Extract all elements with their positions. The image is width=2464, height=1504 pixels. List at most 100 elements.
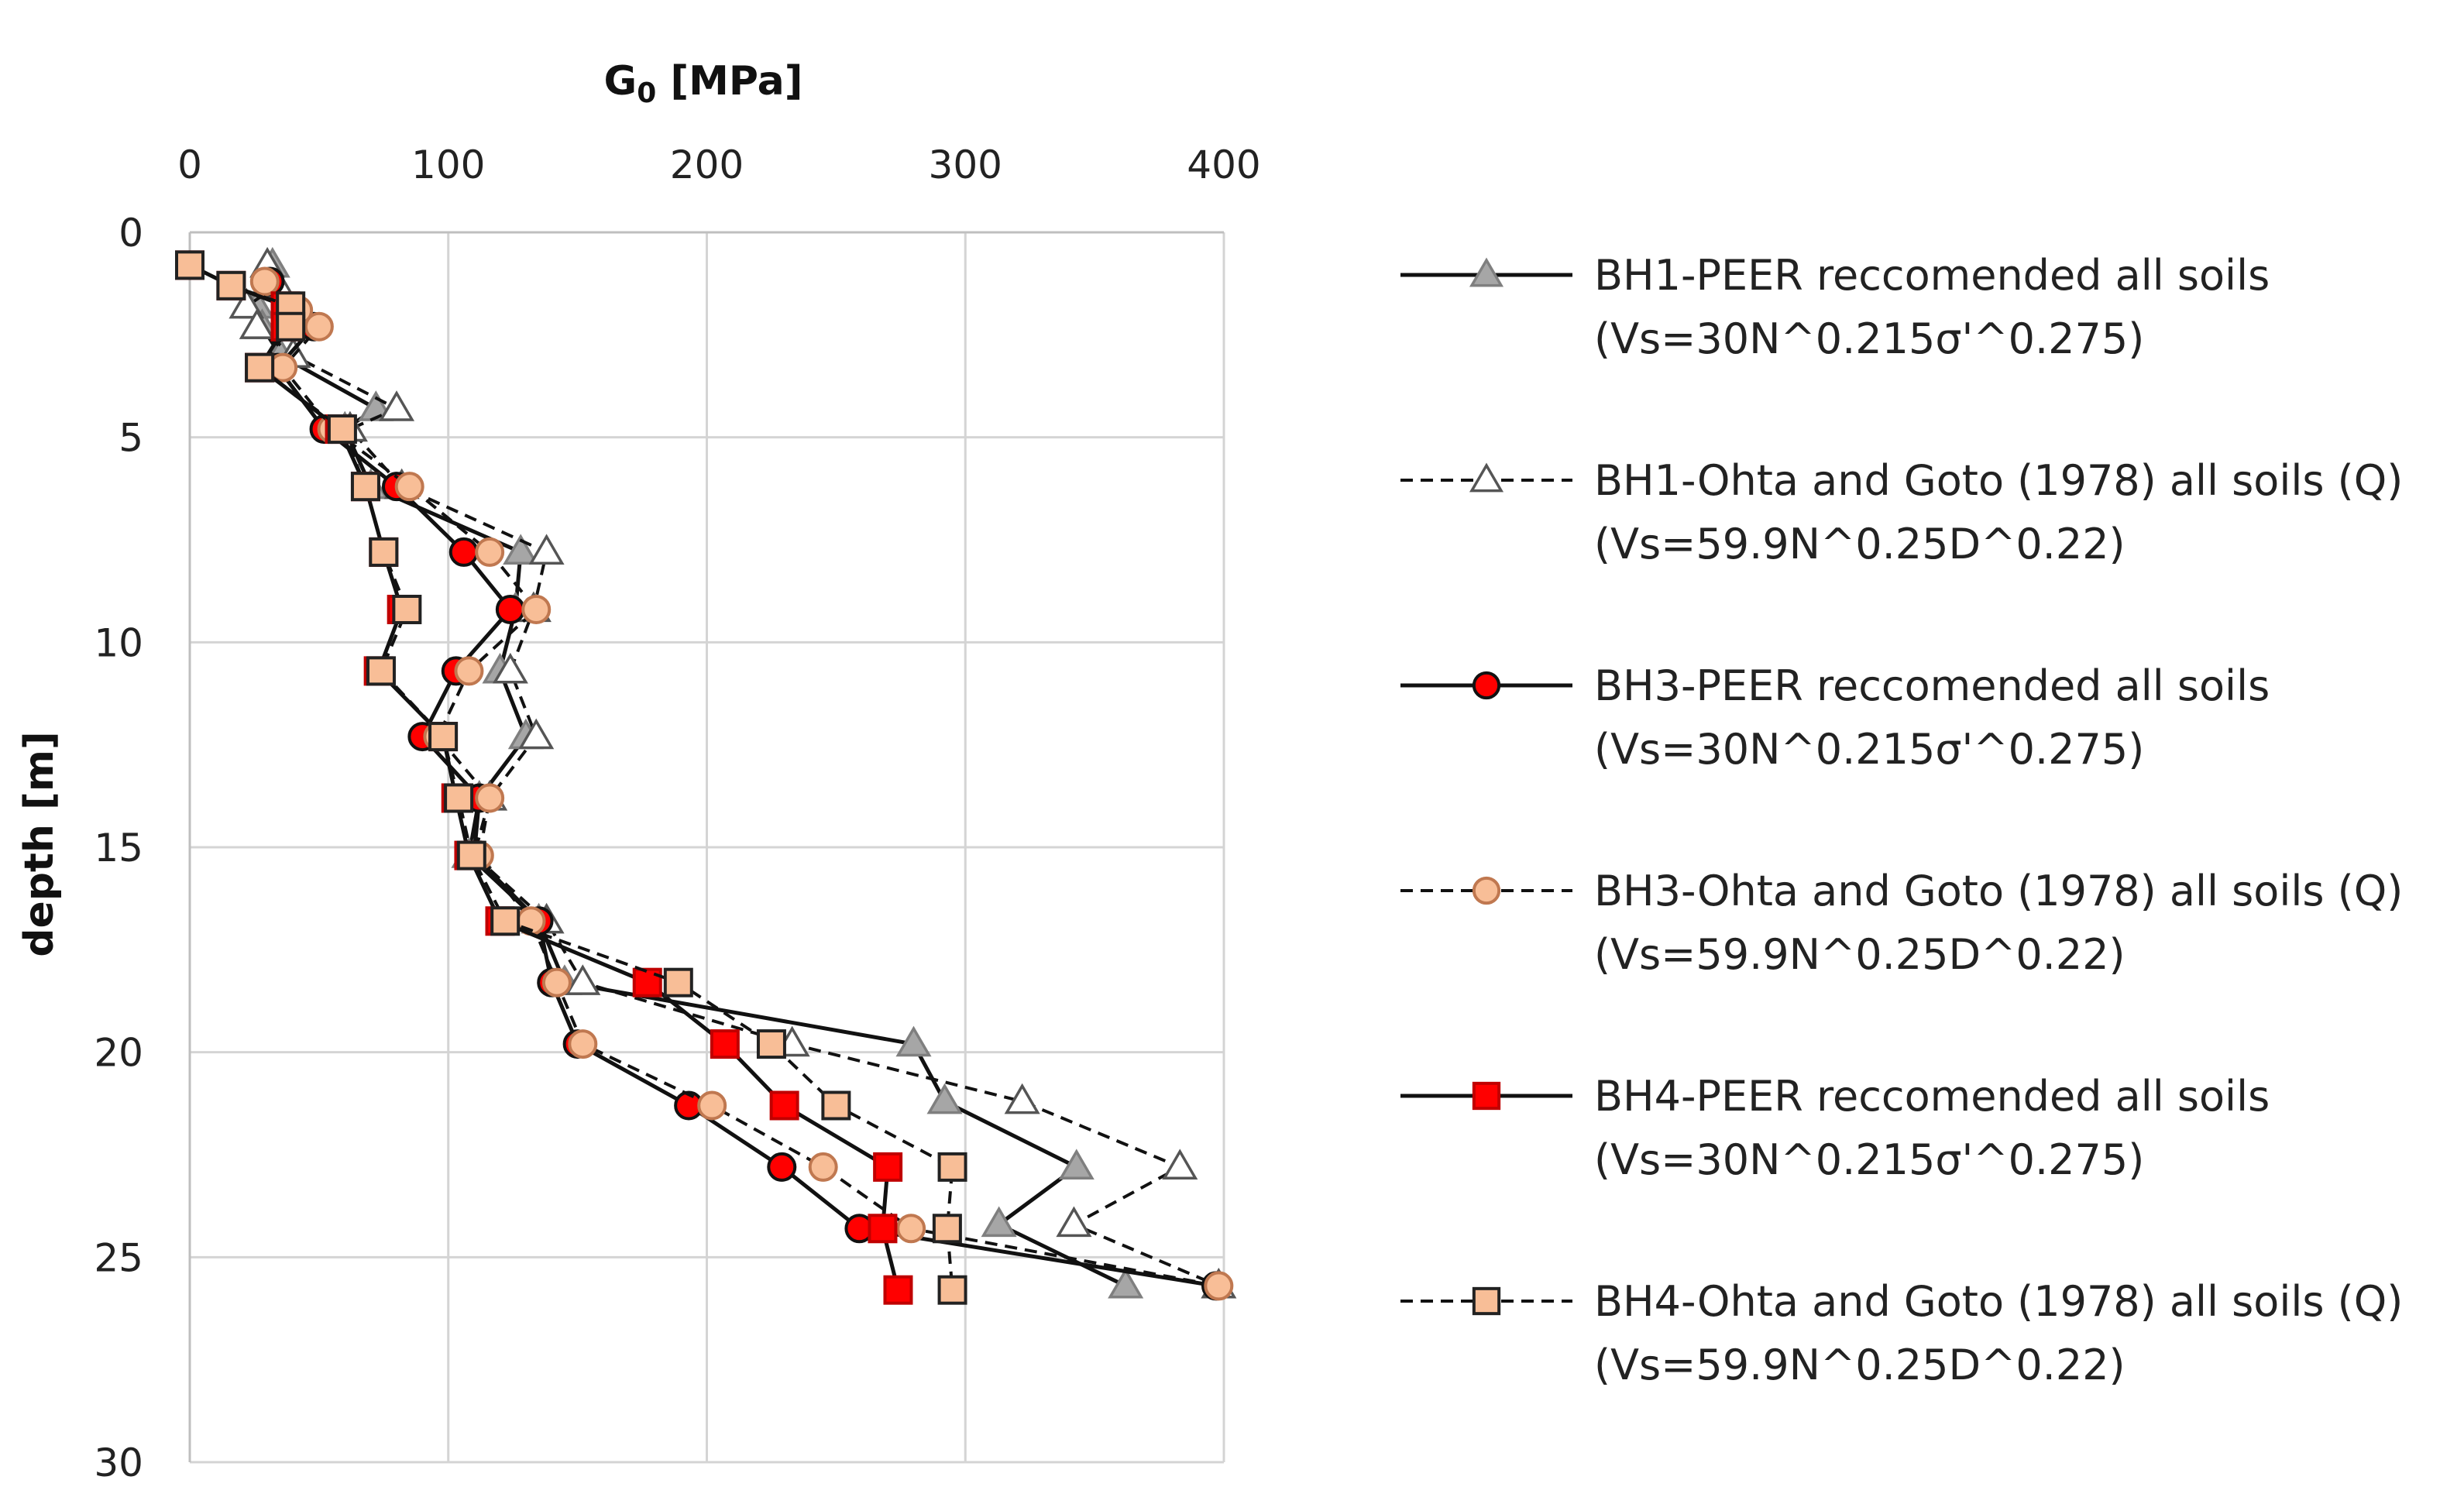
data-point: [276, 311, 306, 342]
data-point: [350, 472, 380, 502]
legend-marker: [1472, 1286, 1501, 1316]
y-tick-label: 30: [94, 1440, 143, 1485]
y-tick-label: 10: [94, 620, 143, 665]
legend-formula: (Vs=59.9N^0.25D^0.22): [1594, 1341, 2126, 1389]
x-tick-label: 300: [929, 143, 1002, 187]
data-point: [448, 537, 479, 567]
series-line: [244, 264, 1220, 1288]
data-point: [937, 1275, 967, 1305]
data-point: [490, 906, 521, 936]
data-point: [697, 1090, 727, 1121]
series-6: [175, 250, 967, 1305]
data-point: [369, 537, 399, 567]
data-point: [378, 390, 415, 421]
legend-item-4: BH3-Ohta and Goto (1978) all soils (Q) (V…: [1400, 867, 2403, 979]
series-layer: [175, 246, 1237, 1305]
data-point: [932, 1214, 962, 1244]
legend-marker: [1469, 462, 1504, 493]
y-tick-label: 5: [119, 416, 143, 461]
y-tick-label: 15: [94, 826, 143, 870]
data-point: [503, 534, 539, 565]
data-point: [1162, 1149, 1198, 1180]
y-axis-ticks: 0 5 10 15 20 25 30: [94, 211, 143, 1485]
data-point: [518, 718, 555, 750]
legend-label: BH4-PEER reccomended all soils: [1594, 1072, 2270, 1121]
legend-item-6: BH4-Ohta and Goto (1978) all soils (Q) (V…: [1400, 1277, 2403, 1389]
legend-label: BH1-Ohta and Goto (1978) all soils (Q): [1594, 456, 2403, 505]
data-point: [1108, 1267, 1144, 1299]
data-point: [756, 1029, 786, 1059]
y-tick-label: 0: [119, 211, 143, 256]
legend-formula: (Vs=30N^0.215σ'^0.275): [1594, 314, 2144, 363]
data-point: [392, 594, 422, 624]
data-point: [245, 352, 275, 383]
data-point: [541, 967, 572, 998]
data-point: [175, 250, 204, 280]
data-point: [873, 1152, 903, 1182]
data-point: [1204, 1271, 1234, 1301]
legend-formula: (Vs=30N^0.215σ'^0.275): [1594, 1135, 2144, 1184]
legend-label: BH1-PEER reccomended all soils: [1594, 251, 2270, 300]
data-point: [394, 472, 424, 502]
data-point: [769, 1090, 799, 1121]
data-point: [521, 594, 552, 624]
data-point: [304, 311, 334, 342]
data-point: [444, 783, 474, 813]
data-point: [454, 656, 484, 686]
data-point: [1004, 1083, 1040, 1114]
data-point: [821, 1090, 851, 1121]
x-tick-label: 0: [177, 143, 202, 187]
data-point: [327, 414, 357, 445]
data-point: [495, 594, 525, 624]
data-point: [663, 967, 693, 998]
legend-label: BH3-Ohta and Goto (1978) all soils (Q): [1594, 867, 2403, 915]
data-point: [937, 1152, 967, 1182]
x-tick-label: 100: [411, 143, 485, 187]
data-point: [808, 1152, 838, 1182]
legend-item-3: BH3-PEER reccomended all soils (Vs=30N^0.…: [1400, 661, 2270, 774]
x-tick-label: 200: [670, 143, 744, 187]
data-point: [229, 287, 265, 319]
legend-formula: (Vs=30N^0.215σ'^0.275): [1594, 725, 2144, 774]
y-tick-label: 25: [94, 1235, 143, 1280]
data-point: [428, 722, 459, 752]
data-point: [1058, 1149, 1095, 1180]
data-point: [456, 840, 486, 870]
data-point: [896, 1214, 926, 1244]
data-point: [565, 964, 601, 995]
x-axis-title-subscript: 0: [637, 77, 656, 109]
data-point: [767, 1152, 797, 1182]
data-point: [249, 266, 280, 297]
data-point: [568, 1029, 598, 1059]
data-point: [883, 1275, 913, 1305]
legend-formula: (Vs=59.9N^0.25D^0.22): [1594, 520, 2126, 568]
data-point: [528, 534, 565, 565]
data-point: [475, 537, 505, 567]
data-point: [895, 1025, 932, 1057]
data-point: [216, 270, 246, 300]
legend-marker: [1472, 876, 1501, 905]
data-point: [475, 783, 505, 813]
legend-label: BH4-Ohta and Goto (1978) all soils (Q): [1594, 1277, 2403, 1326]
legend-label: BH3-PEER reccomended all soils: [1594, 661, 2270, 710]
x-axis-ticks: 0 100 200 300 400: [177, 143, 1261, 187]
legend-item-2: BH1-Ohta and Goto (1978) all soils (Q) (V…: [1400, 456, 2403, 568]
y-tick-label: 20: [94, 1031, 143, 1076]
data-point: [710, 1029, 740, 1059]
y-axis-title: depth [m]: [16, 731, 63, 956]
legend-item-5: BH4-PEER reccomended all soils (Vs=30N^0.…: [1400, 1072, 2270, 1184]
data-point: [981, 1206, 1017, 1238]
plot-frame: [188, 231, 1224, 1462]
data-point: [366, 656, 396, 686]
legend-formula: (Vs=59.9N^0.25D^0.22): [1594, 930, 2126, 979]
legend-item-1: BH1-PEER reccomended all soils (Vs=30N^0.…: [1400, 251, 2270, 363]
data-point: [1056, 1206, 1092, 1238]
x-axis-title: G0 [MPa]: [604, 58, 803, 109]
data-point: [926, 1083, 963, 1114]
data-point: [868, 1214, 898, 1244]
legend-marker: [1472, 1081, 1501, 1111]
data-point: [492, 652, 528, 684]
legend-marker: [1469, 257, 1504, 287]
